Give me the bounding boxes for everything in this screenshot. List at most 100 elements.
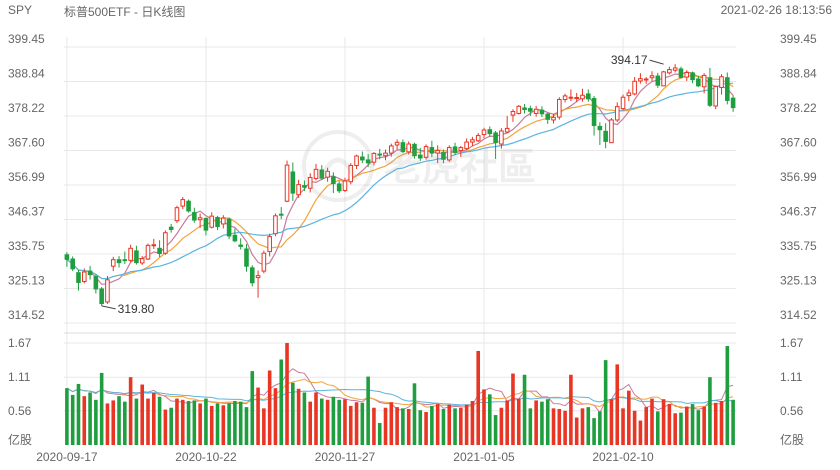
candle-body (168, 226, 174, 230)
price-tick-right: 388.84 (780, 66, 817, 80)
price-tick-left: 314.52 (8, 308, 45, 322)
candle-body (672, 67, 678, 71)
candle-body (603, 130, 608, 142)
volume-bar (412, 383, 417, 445)
ticker-symbol: SPY (8, 3, 33, 17)
volume-bar (389, 402, 394, 445)
price-tick-right: 335.75 (780, 239, 817, 253)
candle-body (446, 147, 452, 161)
candle-body (475, 135, 481, 142)
candle-body (730, 97, 736, 109)
volume-bar (88, 392, 92, 445)
volume-bar (586, 407, 591, 445)
volume-bar (146, 398, 150, 445)
candle-body (203, 217, 209, 231)
candle-body (528, 108, 533, 112)
candle-body (348, 164, 354, 183)
volume-bar (221, 405, 226, 445)
volume-bar (702, 406, 706, 445)
volume-bar (713, 402, 718, 445)
candle-body (533, 108, 539, 114)
candle-body (371, 152, 377, 163)
annotation-label: 319.80 (118, 302, 155, 316)
volume-ma20-line (66, 387, 734, 406)
candle-body (134, 250, 139, 264)
candle-body (562, 95, 568, 100)
candle-body (244, 248, 249, 267)
volume-unit-right: 亿股 (780, 432, 804, 447)
candle-body (70, 258, 75, 270)
volume-bar (360, 402, 365, 445)
candle-body (139, 258, 145, 264)
candle-body (429, 147, 435, 154)
candle-body (145, 244, 151, 260)
candle-body (296, 184, 301, 196)
volume-bar (609, 399, 614, 445)
volume-bar (82, 396, 87, 445)
candle-body (99, 288, 104, 305)
candle-body (105, 279, 110, 303)
candle-body (568, 96, 574, 99)
candle-body (684, 72, 690, 78)
volume-bar (209, 405, 214, 445)
volume-bar (650, 398, 654, 445)
volume-bar (603, 360, 608, 445)
candle-body (331, 176, 336, 185)
volume-bar (627, 390, 631, 445)
candle-body (441, 151, 446, 160)
volume-bar (661, 399, 666, 445)
volume-ma5-line (66, 368, 734, 414)
volume-bar (395, 407, 399, 445)
volume-bar (198, 403, 202, 445)
volume-bar (557, 408, 562, 445)
candle-body (122, 259, 128, 262)
candle-body (186, 200, 191, 212)
volume-unit-left: 亿股 (8, 432, 32, 447)
volume-bar (348, 405, 353, 445)
candle-body (701, 74, 707, 88)
timestamp: 2021-02-26 18:13:56 (720, 3, 832, 17)
candle-body (510, 111, 516, 116)
candle-body (394, 141, 400, 146)
candle-body (163, 232, 168, 254)
candle-body (209, 215, 215, 228)
candle-body (319, 169, 325, 179)
volume-bar (545, 399, 550, 445)
candle-body (81, 271, 87, 282)
candle-body (76, 272, 81, 283)
volume-bar (65, 388, 69, 445)
candle-body (707, 77, 713, 106)
volume-bar (731, 399, 735, 445)
volume-bar (487, 394, 492, 445)
candle-body (638, 78, 643, 82)
candle-body (470, 139, 475, 143)
candle-body (643, 78, 649, 81)
price-tick-left: 367.60 (8, 136, 45, 150)
price-tick-left: 346.37 (8, 204, 45, 218)
candle-body (481, 129, 487, 136)
volume-bar (470, 401, 475, 445)
candle-body (128, 247, 133, 261)
price-tick-left: 399.45 (8, 32, 45, 46)
volume-bar (267, 370, 272, 445)
candle-body (614, 106, 620, 121)
volume-bar (325, 399, 330, 445)
volume-bar (598, 411, 602, 445)
volume-bar (215, 403, 220, 445)
candle-body (87, 270, 93, 276)
volume-bar (262, 408, 266, 445)
volume-bar (493, 415, 498, 445)
volume-bar (540, 401, 544, 445)
candle-body (632, 80, 637, 95)
candle-body (597, 125, 603, 131)
candle-body (325, 170, 330, 178)
candle-body (267, 236, 272, 253)
candle-body (302, 185, 307, 188)
date-tick: 2020-11-27 (315, 450, 376, 464)
volume-bar (476, 350, 481, 445)
volume-bar (319, 398, 324, 445)
volume-bar (111, 400, 116, 445)
date-tick: 2021-01-05 (453, 450, 515, 464)
volume-bar (511, 373, 515, 445)
volume-bar (343, 399, 347, 445)
